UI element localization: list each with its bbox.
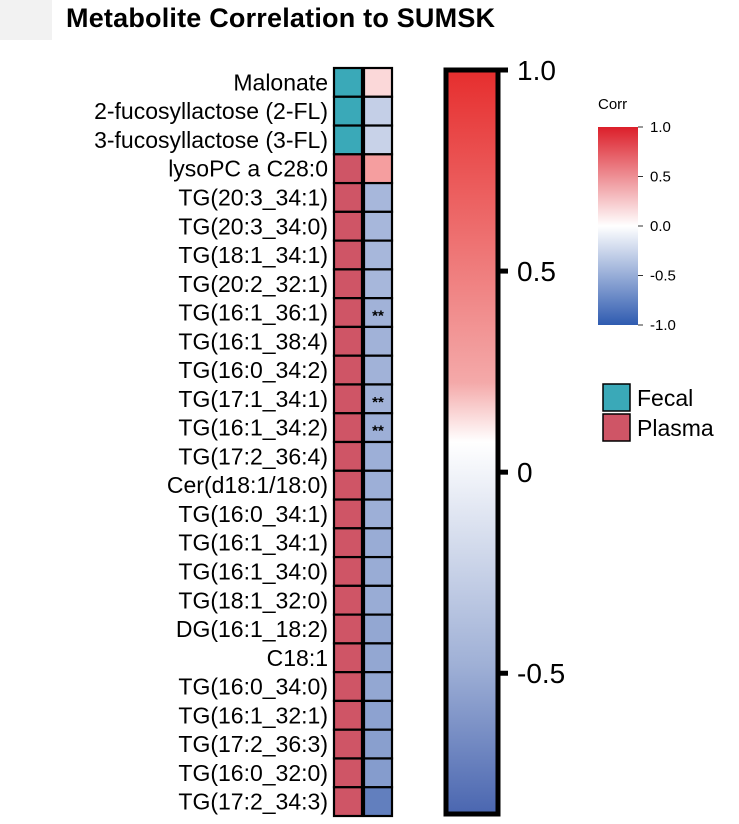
corr-cell <box>362 671 394 703</box>
group-cell <box>332 527 364 559</box>
group-cell <box>332 181 364 213</box>
corr-cell <box>362 469 394 501</box>
group-cell <box>332 66 364 98</box>
row-label: TG(16:0_34:1) <box>178 501 328 527</box>
row-label: TG(16:0_34:0) <box>178 674 328 700</box>
row-label: TG(17:2_36:4) <box>178 443 328 469</box>
group-cell <box>332 699 364 731</box>
significance-marker: ** <box>372 394 384 411</box>
row-label: TG(16:0_34:2) <box>178 357 328 383</box>
group-cell <box>332 412 364 444</box>
colorbar-gradient <box>443 67 501 817</box>
legend-swatch <box>602 383 631 412</box>
row-label: TG(20:2_32:1) <box>178 271 328 297</box>
row-label: TG(20:3_34:0) <box>178 213 328 239</box>
row-label: TG(17:2_36:3) <box>178 731 328 757</box>
corr-cell <box>362 354 394 386</box>
group-cell <box>332 297 364 329</box>
group-cell <box>332 383 364 415</box>
legend-swatch <box>602 413 631 442</box>
group-cell <box>332 555 364 587</box>
corr-cell <box>362 95 394 127</box>
row-label: Malonate <box>233 69 328 95</box>
small-colorbar-tick-label: -1.0 <box>650 317 676 334</box>
corr-cell <box>362 498 394 530</box>
row-label: 2-fucosyllactose (2-FL) <box>94 98 328 124</box>
corr-cell <box>362 440 394 472</box>
row-label: TG(17:1_34:1) <box>178 386 328 412</box>
row-label: TG(18:1_34:1) <box>178 242 328 268</box>
small-colorbar-tick-label: 0.5 <box>650 169 671 186</box>
small-colorbar-gradient <box>598 127 638 325</box>
group-cell <box>332 584 364 616</box>
corr-cell <box>362 153 394 185</box>
group-cell <box>332 469 364 501</box>
corr-cell <box>362 555 394 587</box>
corr-cell <box>362 412 394 444</box>
group-cell <box>332 642 364 674</box>
row-label: 3-fucosyllactose (3-FL) <box>94 127 328 153</box>
group-cell <box>332 124 364 156</box>
corr-cell <box>362 757 394 789</box>
row-label: TG(16:1_32:1) <box>178 702 328 728</box>
row-label: TG(16:1_34:0) <box>178 559 328 585</box>
small-colorbar-tick-label: -0.5 <box>650 268 676 285</box>
group-cell <box>332 786 364 818</box>
corr-cell <box>362 728 394 760</box>
small-colorbar-title: Corr <box>598 96 627 113</box>
corr-cell <box>362 527 394 559</box>
chart-title: Metabolite Correlation to SUMSK <box>66 3 496 33</box>
significance-marker: ** <box>372 308 384 325</box>
row-label: lysoPC a C28:0 <box>168 156 328 182</box>
colorbar-tick-label: 0.5 <box>517 256 556 287</box>
group-cell <box>332 95 364 127</box>
corr-cell <box>362 239 394 271</box>
corr-cell <box>362 210 394 242</box>
row-label: TG(18:1_32:0) <box>178 587 328 613</box>
group-cell <box>332 153 364 185</box>
panel-label-tab <box>0 0 52 40</box>
row-label: TG(16:1_36:1) <box>178 300 328 326</box>
group-cell <box>332 239 364 271</box>
corr-cell <box>362 66 394 98</box>
group-cell <box>332 671 364 703</box>
row-label: C18:1 <box>267 645 328 671</box>
row-label: TG(16:1_34:1) <box>178 530 328 556</box>
group-cell <box>332 210 364 242</box>
corr-cell <box>362 613 394 645</box>
significance-marker: ** <box>372 423 384 440</box>
corr-cell <box>362 786 394 818</box>
colorbar-tick-label: 0 <box>517 457 533 488</box>
group-cell <box>332 325 364 357</box>
corr-cell <box>362 124 394 156</box>
corr-cell <box>362 268 394 300</box>
row-label: TG(16:1_34:2) <box>178 415 328 441</box>
row-label: TG(16:0_32:0) <box>178 760 328 786</box>
row-label: TG(20:3_34:1) <box>178 185 328 211</box>
legend-label: Fecal <box>637 385 693 411</box>
group-cell <box>332 498 364 530</box>
colorbar-tick-label: 1.0 <box>517 55 556 86</box>
small-colorbar-tick-label: 1.0 <box>650 119 671 136</box>
corr-cell <box>362 699 394 731</box>
legend-label: Plasma <box>637 415 714 441</box>
corr-cell <box>362 181 394 213</box>
corr-cell <box>362 325 394 357</box>
row-label: Cer(d18:1/18:0) <box>167 472 328 498</box>
small-colorbar-tick-label: 0.0 <box>650 218 671 235</box>
row-label: TG(17:2_34:3) <box>178 789 328 815</box>
row-label: TG(16:1_38:4) <box>178 328 328 354</box>
group-cell <box>332 354 364 386</box>
group-cell <box>332 440 364 472</box>
group-cell <box>332 613 364 645</box>
corr-cell <box>362 584 394 616</box>
row-label: DG(16:1_18:2) <box>176 616 328 642</box>
corr-cell <box>362 642 394 674</box>
group-cell <box>332 268 364 300</box>
group-cell <box>332 728 364 760</box>
corr-cell <box>362 383 394 415</box>
colorbar-tick-label: -0.5 <box>517 658 565 689</box>
group-cell <box>332 757 364 789</box>
